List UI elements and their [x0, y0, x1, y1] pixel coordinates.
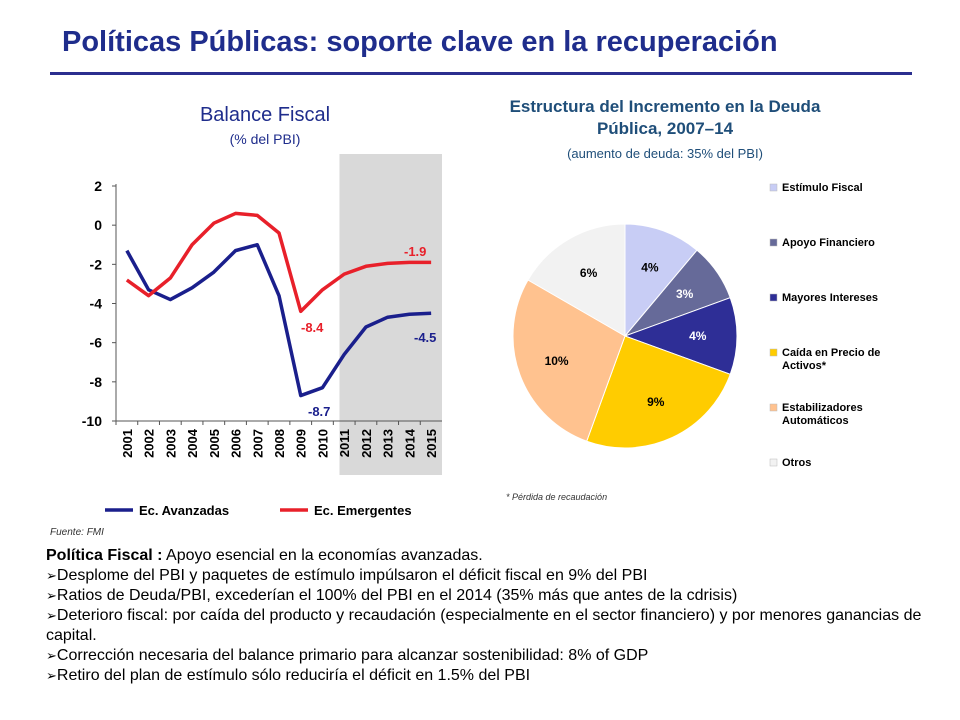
pie-slice [623, 297, 738, 375]
legend-swatch [769, 293, 778, 302]
arrow-bullet-icon: ➢ [46, 608, 57, 623]
x-tick-label: 2014 [402, 428, 417, 458]
pie-slice [527, 223, 626, 337]
bullet-item: ➢Retiro del plan de estímulo sólo reduci… [46, 666, 926, 686]
pie-slice-label: 9% [647, 395, 665, 409]
x-tick-label: 2002 [142, 429, 157, 458]
arrow-bullet-icon: ➢ [46, 588, 57, 603]
pie-slice [624, 223, 698, 338]
legend-label-line: Otros [782, 457, 811, 469]
data-label: -1.9 [404, 244, 426, 259]
legend-label-line: Caída en Precio de [782, 347, 880, 359]
data-label: -8.4 [301, 320, 324, 335]
legend-swatch [769, 458, 778, 467]
pie-chart-subtitle: (aumento de deuda: 35% del PBI) [567, 146, 763, 161]
legend-label-line: Activos* [782, 360, 827, 372]
x-tick-label: 2003 [163, 429, 178, 458]
x-tick-label: 2007 [250, 429, 265, 458]
x-tick-label: 2013 [381, 429, 396, 458]
x-tick-label: 2012 [359, 429, 374, 458]
policy-text: Política Fiscal : Apoyo esencial en la e… [46, 546, 926, 686]
bullet-item: ➢Corrección necesaria del balance primar… [46, 646, 926, 666]
x-tick-label: 2015 [424, 429, 439, 458]
bullet-text: Corrección necesaria del balance primari… [56, 647, 649, 664]
y-tick-label: 2 [94, 178, 102, 194]
data-label: -8.7 [308, 404, 330, 419]
bullet-item: ➢Deterioro fiscal: por caída del product… [46, 606, 926, 646]
legend-label: Caída en Precio de Activos* [782, 347, 880, 372]
data-label: -4.5 [414, 330, 436, 345]
pie-slice-label: 3% [676, 287, 694, 301]
x-tick-label: 2006 [229, 429, 244, 458]
legend-swatch [769, 348, 778, 357]
pie-footnote: * Pérdida de recaudación [506, 492, 608, 502]
legend-swatch [769, 403, 778, 412]
pie-slice-label: 4% [689, 329, 707, 343]
pie-slice-label: 4% [641, 261, 659, 275]
line-chart-subtitle: (% del PBI) [229, 131, 301, 147]
legend-label: Otros [782, 457, 811, 469]
pie-slice-label: 6% [580, 266, 598, 280]
arrow-bullet-icon: ➢ [46, 648, 57, 663]
legend-swatch [769, 238, 778, 247]
title-divider [50, 72, 912, 75]
x-tick-label: 2008 [272, 429, 287, 458]
source-note: Fuente: FMI [50, 527, 104, 538]
series-line-emergentes [125, 211, 432, 314]
x-tick-label: 2011 [337, 429, 352, 457]
bullet-text: Ratios de Deuda/PBI, excederían el 100% … [56, 587, 738, 604]
legend-label: Mayores Intereses [782, 292, 878, 304]
x-tick-label: 2005 [207, 429, 222, 458]
legend-swatch [769, 183, 778, 192]
y-tick-label: 0 [94, 217, 102, 233]
page-title: Políticas Públicas: soporte clave en la … [62, 26, 778, 58]
y-tick-label: -6 [90, 335, 103, 351]
y-tick-label: -4 [90, 296, 103, 312]
pie-slice [586, 335, 731, 449]
legend-label-line: Estímulo Fiscal [782, 182, 863, 194]
legend-label-line: Estabilizadores [782, 402, 863, 414]
legend-label-line: Automáticos [782, 415, 849, 427]
legend-label: Ec. Avanzadas [139, 503, 229, 518]
y-tick-label: -2 [90, 256, 103, 272]
bullet-item: ➢Ratios de Deuda/PBI, excederían el 100%… [46, 586, 926, 606]
bullet-item: ➢Desplome del PBI y paquetes de estímulo… [46, 566, 926, 586]
bullet-text: Desplome del PBI y paquetes de estímulo … [56, 567, 648, 584]
legend-label: Ec. Emergentes [314, 503, 412, 518]
x-tick-label: 2009 [294, 429, 309, 458]
y-tick-label: -8 [90, 374, 103, 390]
bullet-text: Deterioro fiscal: por caída del producto… [46, 607, 922, 644]
bullet-text: Retiro del plan de estímulo sólo reducir… [56, 667, 531, 684]
series-line-avanzadas [125, 243, 432, 398]
x-tick-label: 2004 [185, 428, 200, 458]
line-chart-title: Balance Fiscal [199, 104, 331, 126]
legend-label: Apoyo Financiero [782, 237, 875, 249]
legend-label: Estabilizadores Automáticos [782, 402, 863, 427]
pie-slice-label: 10% [545, 354, 569, 368]
legend-label-line: Apoyo Financiero [782, 237, 875, 249]
y-tick-label: -10 [82, 413, 102, 429]
legend-label-line: Mayores Intereses [782, 292, 878, 304]
arrow-bullet-icon: ➢ [46, 668, 57, 683]
arrow-bullet-icon: ➢ [46, 568, 57, 583]
policy-heading: Política Fiscal : Apoyo esencial en la e… [46, 546, 926, 566]
pie-chart-title: Estructura del Incremento en la Deuda Pú… [509, 97, 821, 138]
x-tick-label: 2010 [315, 429, 330, 458]
policy-heading-bold: Política Fiscal : [46, 547, 163, 564]
policy-heading-rest: Apoyo esencial en la economías avanzadas… [162, 547, 483, 564]
legend-label: Estímulo Fiscal [782, 182, 863, 194]
x-tick-label: 2001 [120, 429, 135, 458]
